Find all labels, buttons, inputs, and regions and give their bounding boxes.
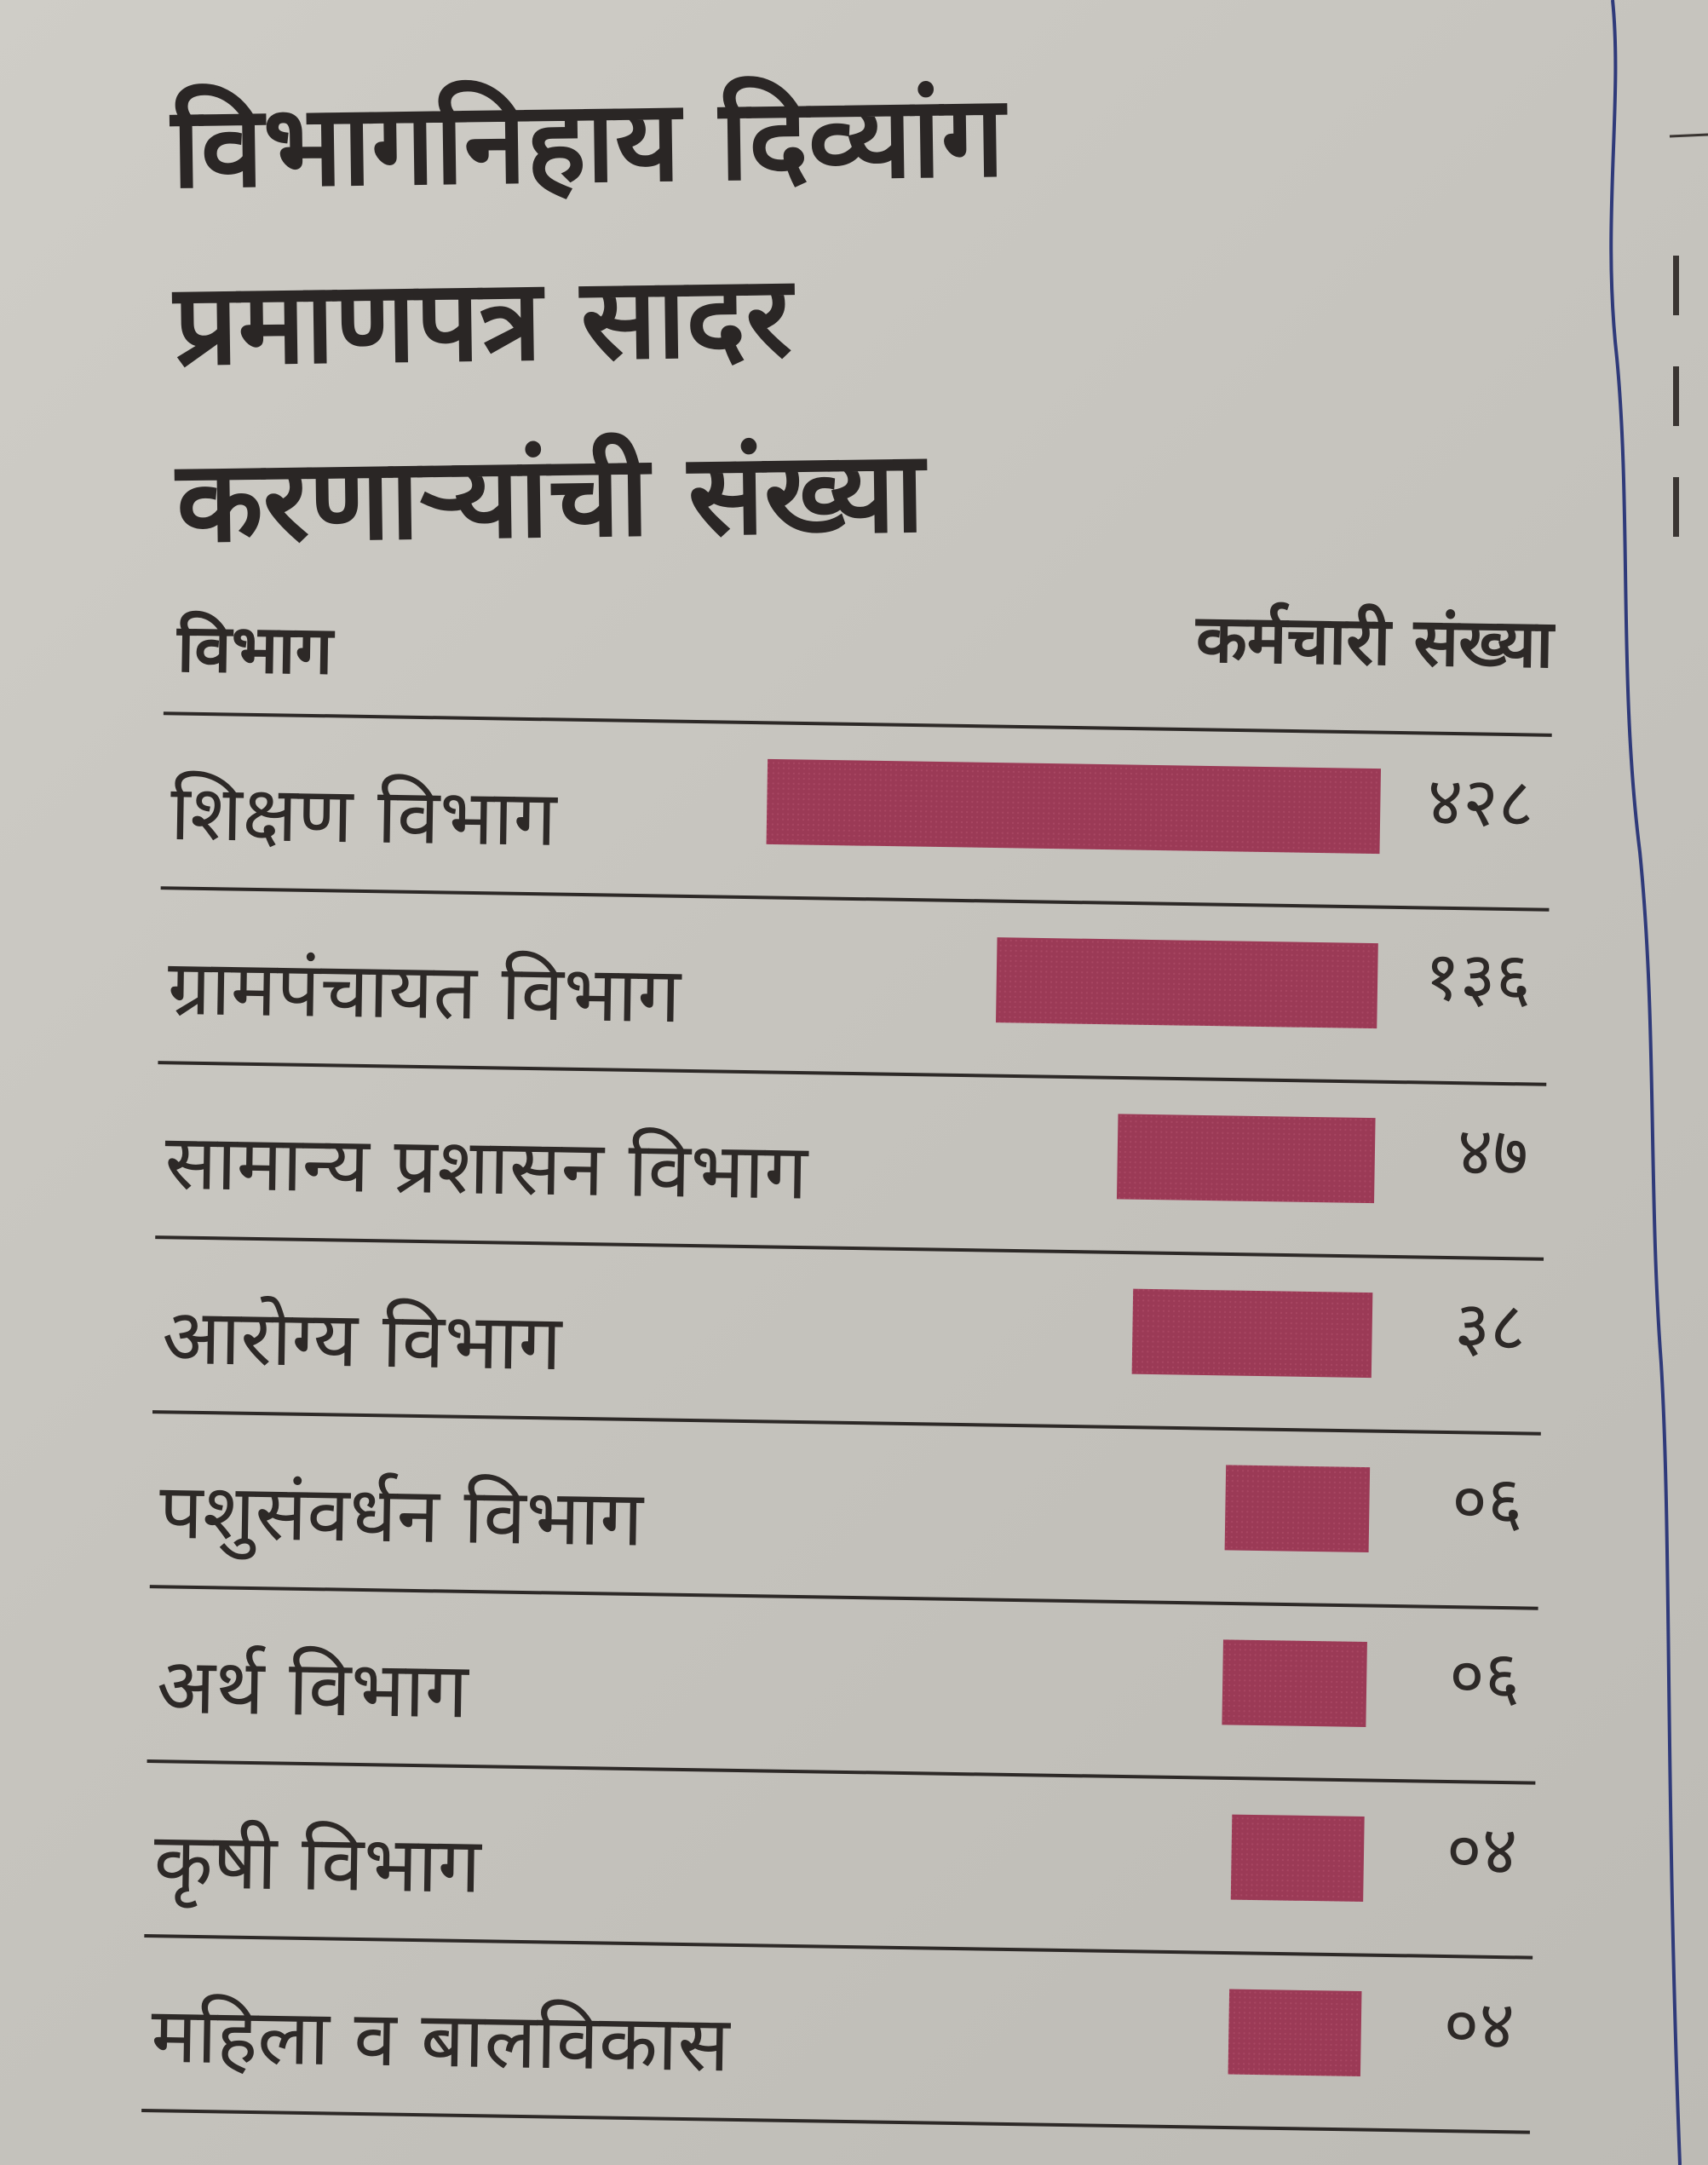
category-column-header: विभाग — [175, 609, 336, 689]
bar — [1228, 1989, 1362, 2076]
row-divider — [158, 1061, 1547, 1086]
value-label: ४२८ — [1427, 762, 1534, 843]
category-label: सामान्य प्रशासन विभाग — [164, 1118, 809, 1218]
category-label: महिला व बालविकास — [151, 1991, 733, 2090]
row-divider — [149, 1585, 1538, 1610]
bar — [1230, 1814, 1365, 1903]
bar — [1116, 1114, 1376, 1204]
bar — [766, 758, 1382, 855]
bar — [1131, 1288, 1373, 1379]
value-label: ०४ — [1446, 1811, 1518, 1891]
value-label: ०४ — [1443, 1985, 1515, 2065]
bar — [1224, 1465, 1371, 1553]
value-label: ०६ — [1448, 1636, 1521, 1716]
row-divider — [152, 1410, 1541, 1436]
header-divider — [163, 711, 1552, 737]
bar — [1222, 1639, 1367, 1728]
row-divider — [144, 1934, 1533, 1960]
value-label: ०६ — [1452, 1461, 1524, 1541]
category-label: कृषी विभाग — [153, 1817, 483, 1914]
value-column-header: कर्मचारी संख्या — [1193, 600, 1556, 683]
row-divider — [155, 1235, 1544, 1261]
value-label: ३८ — [1454, 1287, 1527, 1367]
category-label: आरोग्य विभाग — [162, 1293, 564, 1388]
row-divider — [141, 2109, 1530, 2134]
category-label: अर्थ विभाग — [156, 1642, 469, 1736]
value-label: ४७ — [1457, 1112, 1529, 1192]
bar — [995, 937, 1378, 1029]
category-label: ग्रामपंचायत विभाग — [167, 943, 682, 1040]
row-divider — [147, 1759, 1536, 1785]
value-label: १३६ — [1424, 936, 1532, 1017]
row-divider — [160, 886, 1550, 912]
category-label: शिक्षण विभाग — [170, 769, 558, 864]
adjacent-column-text — [1670, 256, 1708, 545]
category-label: पशुसंवर्धन विभाग — [158, 1467, 645, 1567]
